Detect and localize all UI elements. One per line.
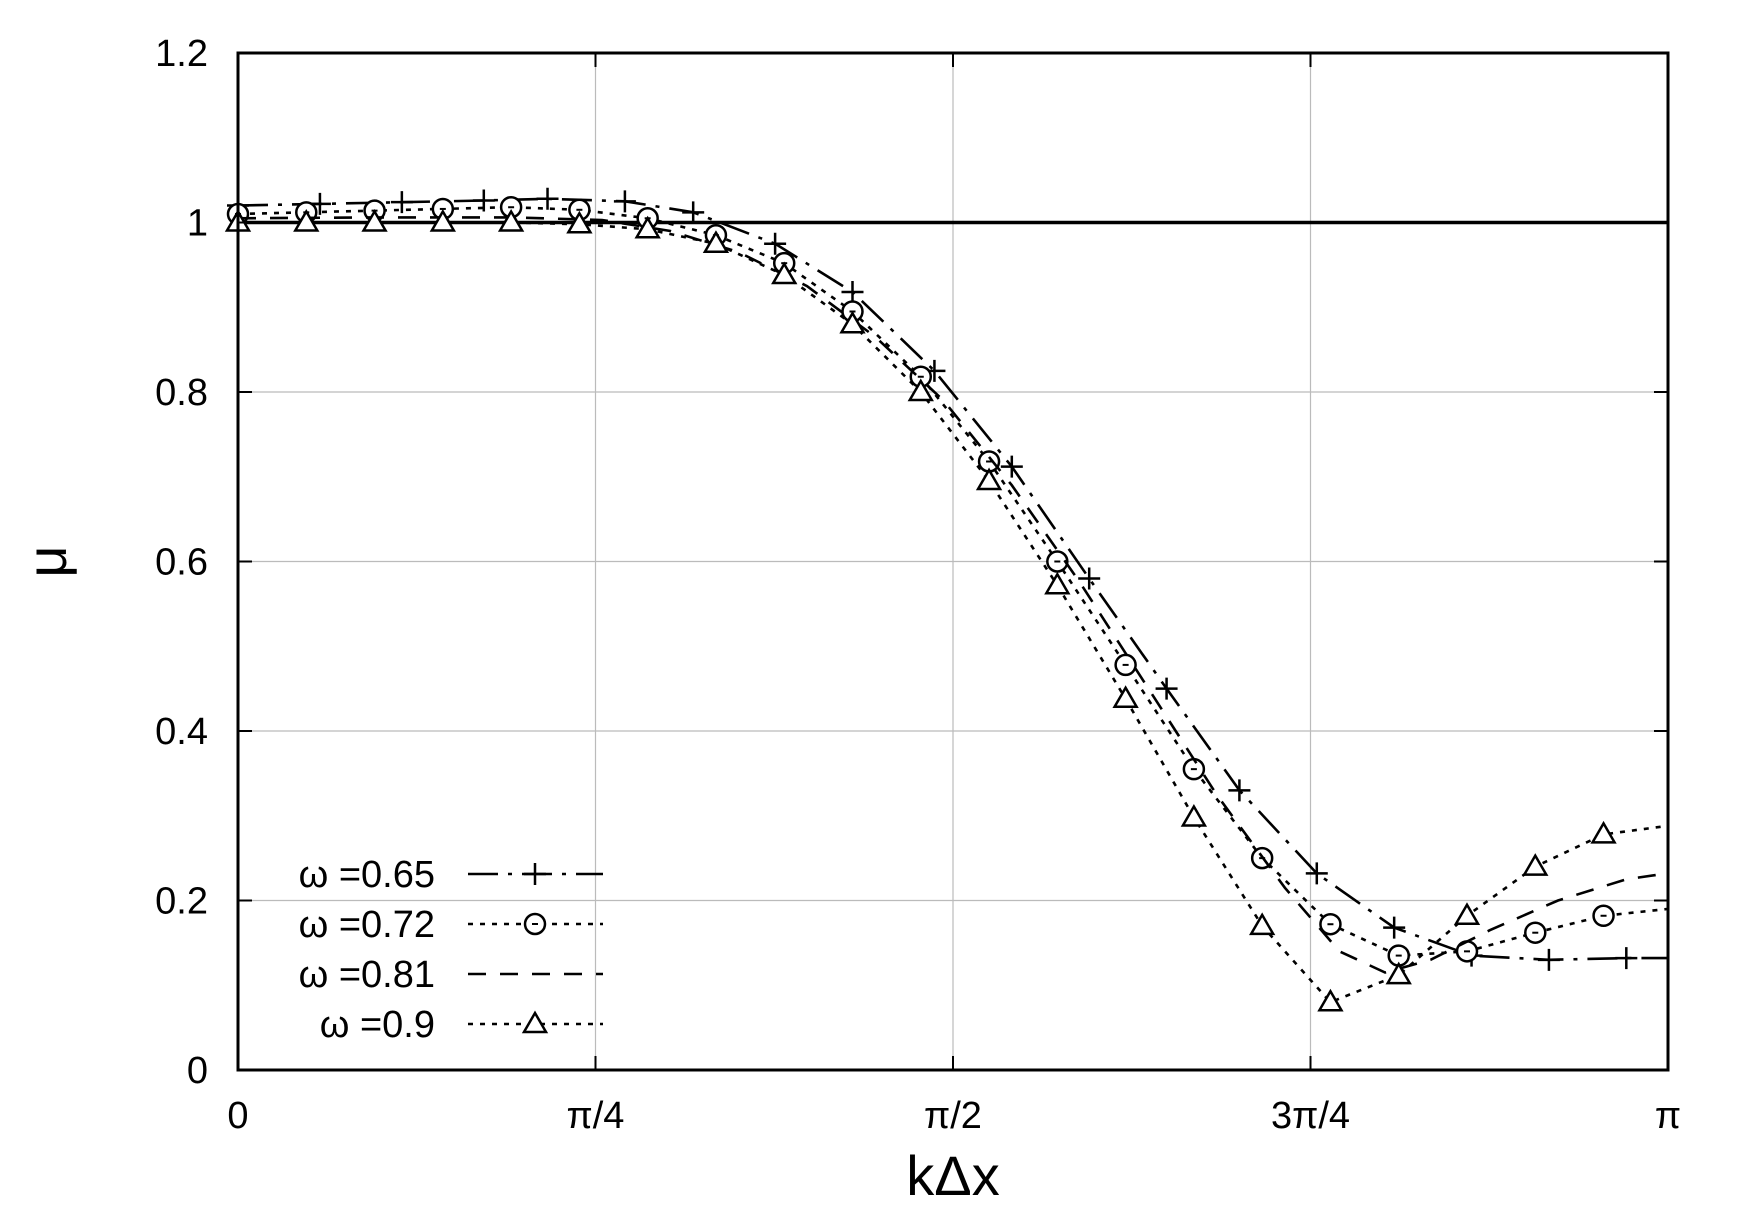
y-tick-label: 0 [187,1050,208,1092]
series-point [764,232,787,255]
series-point [975,467,1003,491]
series-point [1180,803,1208,827]
series-point [1112,685,1139,709]
series-2 [237,216,1668,974]
series-group [224,187,1668,1012]
series-point [702,230,730,253]
series-point [841,280,864,303]
series-point [771,261,798,285]
series-point [1044,571,1071,595]
y-tick-label: 1 [187,203,208,245]
y-tick-label: 0.6 [155,542,208,584]
series-0 [227,187,1668,971]
series-point [1590,820,1617,844]
legend-label: ω =0.65 [299,854,435,896]
y-tick-label: 1.2 [155,33,208,75]
series-point [1305,862,1328,885]
series-point [1537,948,1560,971]
legend-marker [521,1010,549,1034]
series-point [536,187,559,210]
series-line [237,205,1668,957]
y-axis-title: μ [15,545,78,577]
series-point [1522,853,1549,876]
series-point [682,201,705,224]
y-tick-label: 0.4 [155,711,208,753]
series-point [1248,912,1276,936]
series-point [1155,677,1178,700]
legend-label: ω =0.81 [299,954,435,996]
series-point [1385,961,1412,985]
series-3 [224,209,1668,1012]
series-point [1228,779,1251,802]
series-point [1317,988,1344,1012]
series-point [390,191,413,214]
series-point [1383,916,1406,939]
series-line [237,216,1668,974]
x-tick-label: π/2 [924,1095,982,1137]
series-point [1615,947,1638,970]
x-tick-label: π/4 [567,1095,625,1137]
series-point [634,215,661,239]
x-tick-label: 3π/4 [1271,1095,1350,1137]
x-tick-label: 0 [227,1095,248,1137]
series-point [1078,567,1101,590]
series-1 [226,195,1668,967]
legend-marker [524,863,546,885]
legend-label: ω =0.9 [320,1004,435,1046]
series-point [613,190,636,213]
tick-labels: 0 π/4 π/2 3π/4 π 0 0.2 0.4 0.6 0.8 1 1.2 [155,33,1681,1137]
series-point [429,209,457,232]
legend-label: ω =0.72 [299,904,435,946]
series-point [472,189,495,212]
legend: ω =0.65 ω =0.72 ω =0.81 ω =0.9 [299,854,603,1046]
series-point [839,310,866,334]
series-point [361,209,388,232]
series-point [566,210,593,234]
series-point [497,209,525,232]
x-tick-label: π [1655,1095,1681,1137]
series-point [293,209,320,232]
series-point [1453,902,1481,926]
series-point [907,378,934,402]
x-axis-title: kΔx [906,1144,999,1207]
y-tick-label: 0.8 [155,372,208,414]
series-point [1000,455,1023,478]
y-tick-label: 0.2 [155,881,208,923]
